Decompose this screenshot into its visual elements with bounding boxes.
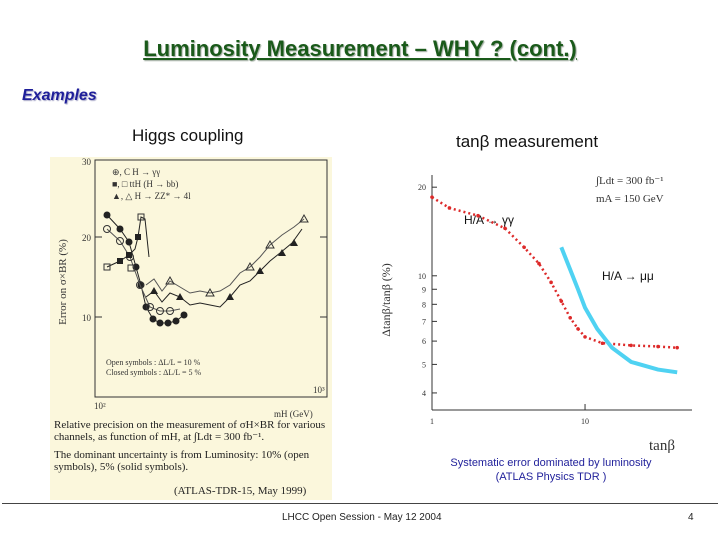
gamma-series-point	[656, 344, 660, 349]
y-tick-label: 10	[82, 313, 92, 323]
label-mumu: H/A → μμ	[602, 269, 654, 283]
gamma-series-point	[600, 341, 605, 346]
open-symbols-note: Open symbols : ΔL/L = 10 %	[106, 358, 201, 367]
y-tick-label: 30	[82, 157, 92, 167]
x-tick-label: 1	[430, 417, 434, 426]
y-tick-label: 5	[422, 360, 426, 369]
annotation-lumi: ∫Ldt = 300 fb⁻¹	[595, 175, 664, 187]
zz-open-points	[165, 213, 309, 297]
right-heading: tanβ measurement	[456, 132, 599, 151]
figure-caption-2: The dominant uncertainty is from Luminos…	[54, 449, 310, 473]
y-tick-label: 9	[422, 285, 426, 294]
y-tick-label: 20	[418, 183, 426, 192]
tanbeta-chart: Δtanβ/tanβ (%) 20 10 9 8 7 6 5 4 1 10 tanβ ∫Ldt …	[379, 175, 692, 454]
gamma-series-point	[576, 327, 580, 331]
gamma-series-point	[629, 343, 633, 348]
systematic-note-line1: Systematic error dominated by luminosity	[450, 457, 652, 469]
mumu-series-line	[559, 246, 678, 375]
closed-symbols-note: Closed symbols : ΔL/L = 5 %	[106, 368, 201, 377]
figure-caption-1: Relative precision on the measurement of…	[54, 419, 326, 443]
gamma-open-curve	[106, 228, 181, 312]
slide-title: Luminosity Measurement – WHY ? (cont.)	[143, 36, 577, 61]
gamma-series-line	[431, 196, 678, 349]
y-tick-label: 6	[422, 337, 426, 346]
tth-closed-points	[117, 234, 141, 264]
gamma-series-point	[522, 245, 526, 250]
zz-closed-curve	[145, 228, 303, 308]
x-tick-label: 10	[581, 417, 589, 426]
y-tick-label: 8	[422, 300, 426, 309]
gamma-series-point	[568, 315, 573, 320]
gamma-series-point	[559, 299, 564, 303]
gamma-closed-points	[103, 211, 188, 327]
legend-entry: ■, □ ttH (H → bb)	[112, 179, 178, 189]
higgs-coupling-plot: Error on σ×BR (%) 30 20 10 ⊕, C H → γγ ■…	[57, 157, 328, 419]
y-axis-label: Error on σ×BR (%)	[57, 239, 69, 325]
gamma-series-point	[537, 261, 541, 266]
left-heading: Higgs coupling	[132, 126, 244, 145]
systematic-note-line2: (ATLAS Physics TDR )	[495, 471, 607, 483]
x-ticks: 1 10	[430, 404, 589, 426]
annotation-ma: mA = 150 GeV	[596, 193, 664, 205]
systematic-note: Systematic error dominated by luminosity…	[412, 456, 690, 484]
footer-text: LHCC Open Session - May 12 2004	[282, 512, 442, 523]
y-tick-label: 4	[422, 389, 426, 398]
y-axis-label: Δtanβ/tanβ (%)	[379, 263, 393, 337]
series-layer	[430, 195, 679, 375]
gamma-series-point	[675, 345, 679, 350]
plot-frame	[94, 159, 328, 398]
gamma-series-point	[503, 226, 507, 231]
zz-closed-points	[150, 239, 298, 300]
x-axis-label: tanβ	[649, 438, 675, 454]
gamma-series-point	[583, 335, 587, 339]
y-tick-label: 10	[418, 272, 426, 281]
tth-open-points	[103, 213, 145, 272]
gamma-series-point	[430, 195, 434, 199]
section-label: Examples	[22, 87, 97, 104]
gamma-series-point	[476, 213, 480, 218]
y-ticks: 20 10 9 8 7 6 5 4	[418, 183, 437, 398]
page-number: 4	[688, 512, 694, 523]
gamma-series-point	[549, 280, 553, 285]
footer-divider	[2, 503, 718, 504]
x-tick-label: 10³	[313, 385, 325, 395]
legend-entry: ⊕, C H → γγ	[112, 167, 160, 177]
figure-source: (ATLAS-TDR-15, May 1999)	[174, 485, 307, 497]
x-tick-label: 10²	[94, 401, 106, 411]
gamma-series-point	[447, 206, 452, 210]
legend-entry: ▲, △ H → ZZ* → 4l	[112, 191, 191, 201]
y-tick-label: 20	[82, 233, 92, 243]
higgs-coupling-figure: Error on σ×BR (%) 30 20 10 ⊕, C H → γγ ■…	[50, 157, 332, 500]
x-axis-label: mH (GeV)	[274, 409, 313, 419]
y-tick-label: 7	[422, 317, 426, 326]
